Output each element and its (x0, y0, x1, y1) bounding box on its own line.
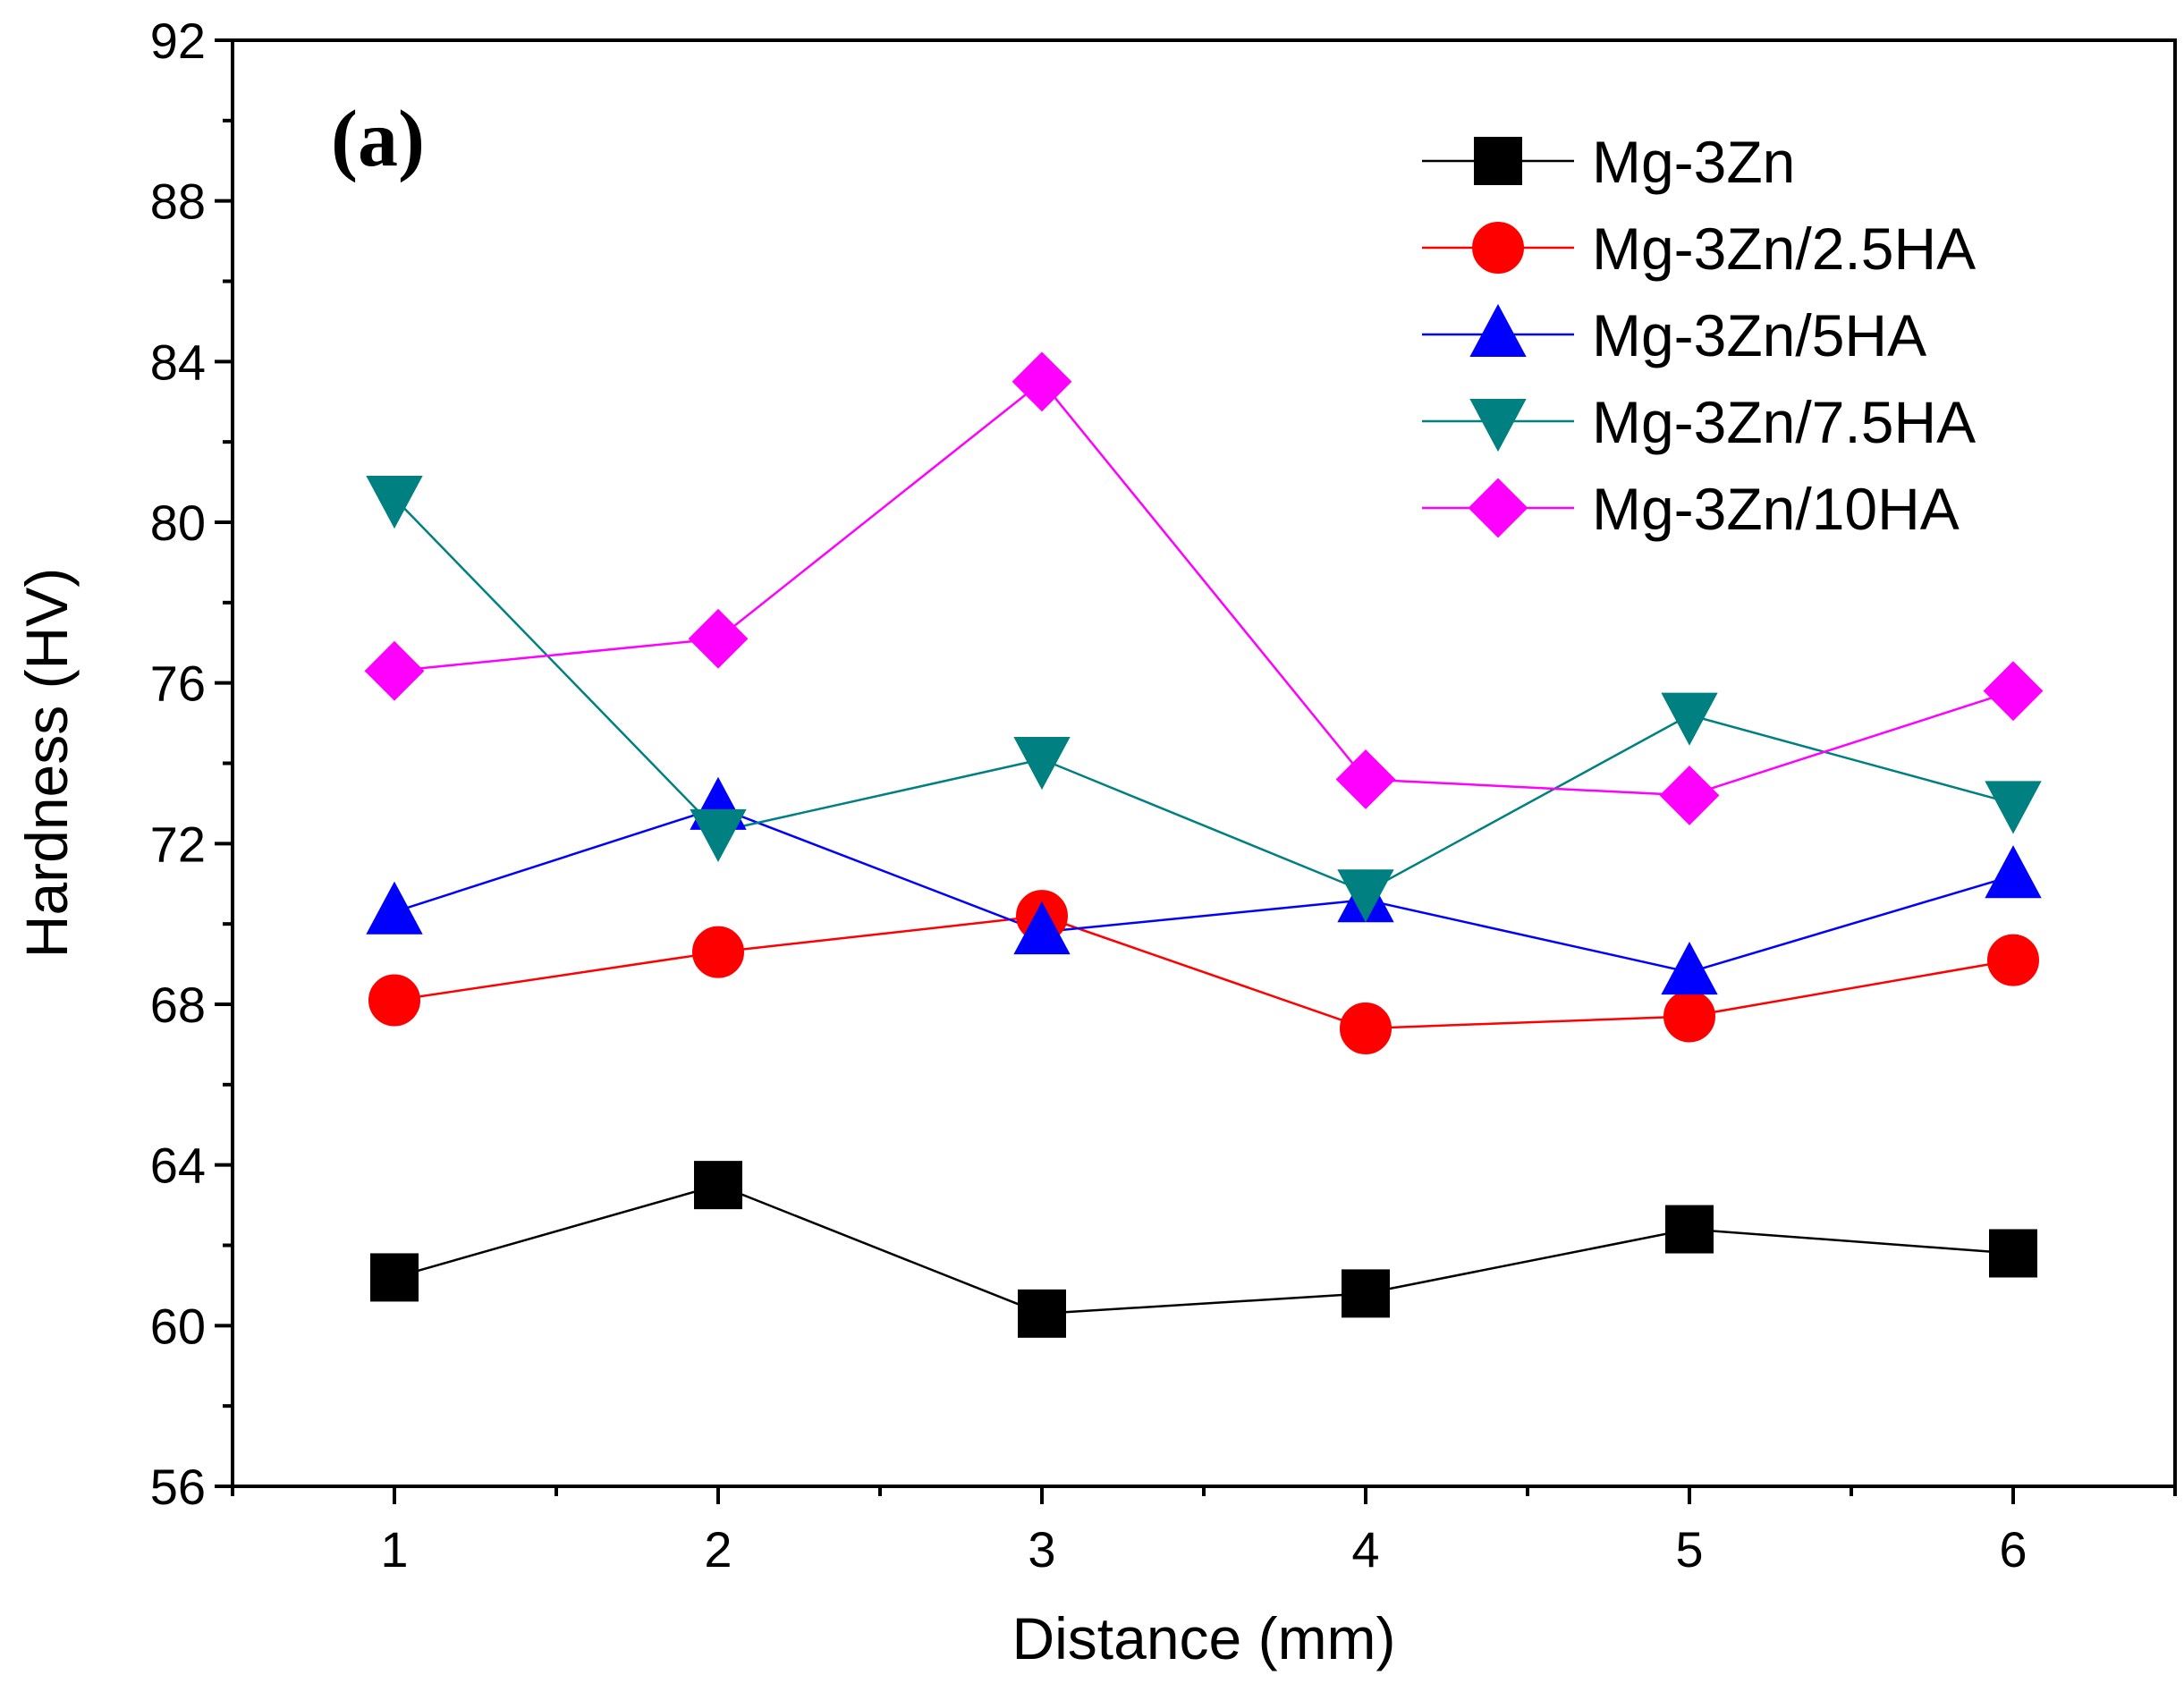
data-point-mg-3zn-7-5ha (366, 476, 423, 529)
data-point-mg-3zn-10ha (1659, 766, 1720, 825)
data-point-mg-3zn-7-5ha (690, 808, 747, 862)
y-tick-label: 56 (150, 1459, 206, 1515)
x-tick-label: 1 (380, 1521, 408, 1578)
x-axis: 1 2 3 4 5 6 (231, 1486, 2177, 1578)
data-point-mg-3zn-5ha (1985, 845, 2042, 899)
x-tick-label: 6 (1999, 1521, 2027, 1578)
data-point-mg-3zn-5ha (366, 881, 423, 935)
x-tick-label: 3 (1028, 1521, 1055, 1578)
legend-marker-mg-3zn (1474, 137, 1522, 185)
series-markers (364, 351, 2044, 1338)
data-point-mg-3zn-2-5ha (1663, 990, 1715, 1043)
x-tick-label: 4 (1351, 1521, 1379, 1578)
legend-marker-mg-3zn-2-5ha (1472, 222, 1524, 274)
series-line-mg-3zn (394, 1183, 2014, 1316)
x-tick-label: 5 (1675, 1521, 1703, 1578)
series-line-mg-3zn-10ha (394, 380, 2014, 797)
data-point-mg-3zn-10ha (1012, 351, 1072, 412)
series-line-mg-3zn-2-5ha (394, 914, 2014, 1030)
data-point-mg-3zn-2-5ha (1340, 1002, 1392, 1054)
x-axis-title: Distance (mm) (1012, 1605, 1395, 1671)
legend-label-mg-3zn-7-5ha: Mg-3Zn/7.5HA (1592, 389, 1976, 455)
legend-marker-mg-3zn-10ha (1468, 478, 1528, 538)
data-point-mg-3zn-5ha (1661, 941, 1718, 995)
y-axis-title: Hardness (HV) (13, 568, 80, 958)
data-point-mg-3zn (1342, 1269, 1390, 1318)
data-point-mg-3zn (1989, 1229, 2037, 1278)
data-point-mg-3zn (1665, 1205, 1714, 1254)
legend-marker-mg-3zn-7-5ha (1469, 399, 1527, 453)
y-tick-label: 72 (150, 816, 206, 872)
y-tick-label: 88 (150, 173, 206, 230)
data-point-mg-3zn-2-5ha (692, 926, 744, 978)
legend-marker-mg-3zn-5ha (1469, 303, 1527, 357)
y-tick-label: 80 (150, 495, 206, 551)
y-tick-label: 60 (150, 1298, 206, 1354)
series-lines (394, 380, 2014, 1316)
data-point-mg-3zn-5ha (1013, 901, 1071, 955)
series-line-mg-3zn-5ha (394, 806, 2014, 974)
legend-label-mg-3zn-2-5ha: Mg-3Zn/2.5HA (1592, 216, 1976, 282)
legend-label-mg-3zn: Mg-3Zn (1592, 129, 1795, 195)
data-point-mg-3zn-7-5ha (1661, 692, 1718, 746)
legend-label-mg-3zn-5ha: Mg-3Zn/5HA (1592, 302, 1926, 368)
data-point-mg-3zn (694, 1161, 742, 1210)
y-tick-label: 92 (150, 13, 206, 69)
data-point-mg-3zn-7-5ha (1013, 737, 1071, 791)
data-point-mg-3zn-10ha (364, 640, 425, 701)
data-point-mg-3zn-7-5ha (1985, 781, 2042, 834)
x-tick-label: 2 (704, 1521, 732, 1578)
y-tick-label: 84 (150, 334, 206, 390)
y-tick-label: 68 (150, 977, 206, 1033)
series-line-mg-3zn-7-5ha (394, 497, 2014, 893)
data-point-mg-3zn-7-5ha (1337, 869, 1394, 923)
legend-label-mg-3zn-10ha: Mg-3Zn/10HA (1592, 476, 1960, 542)
y-tick-label: 64 (150, 1138, 206, 1194)
data-point-mg-3zn (370, 1253, 419, 1302)
data-point-mg-3zn-2-5ha (368, 974, 420, 1027)
data-point-mg-3zn-10ha (688, 608, 749, 669)
y-tick-label: 76 (150, 656, 206, 712)
data-point-mg-3zn (1018, 1289, 1066, 1338)
data-point-mg-3zn-10ha (1983, 661, 2044, 722)
legend: Mg-3Zn Mg-3Zn/2.5HA Mg-3Zn/5HA Mg-3Zn/7.5HA… (1422, 129, 1976, 542)
data-point-mg-3zn-10ha (1335, 749, 1396, 809)
y-axis: 56 60 64 68 72 76 80 84 88 92 (150, 13, 233, 1515)
panel-label: (a) (331, 95, 425, 183)
data-point-mg-3zn-2-5ha (1987, 934, 2039, 986)
